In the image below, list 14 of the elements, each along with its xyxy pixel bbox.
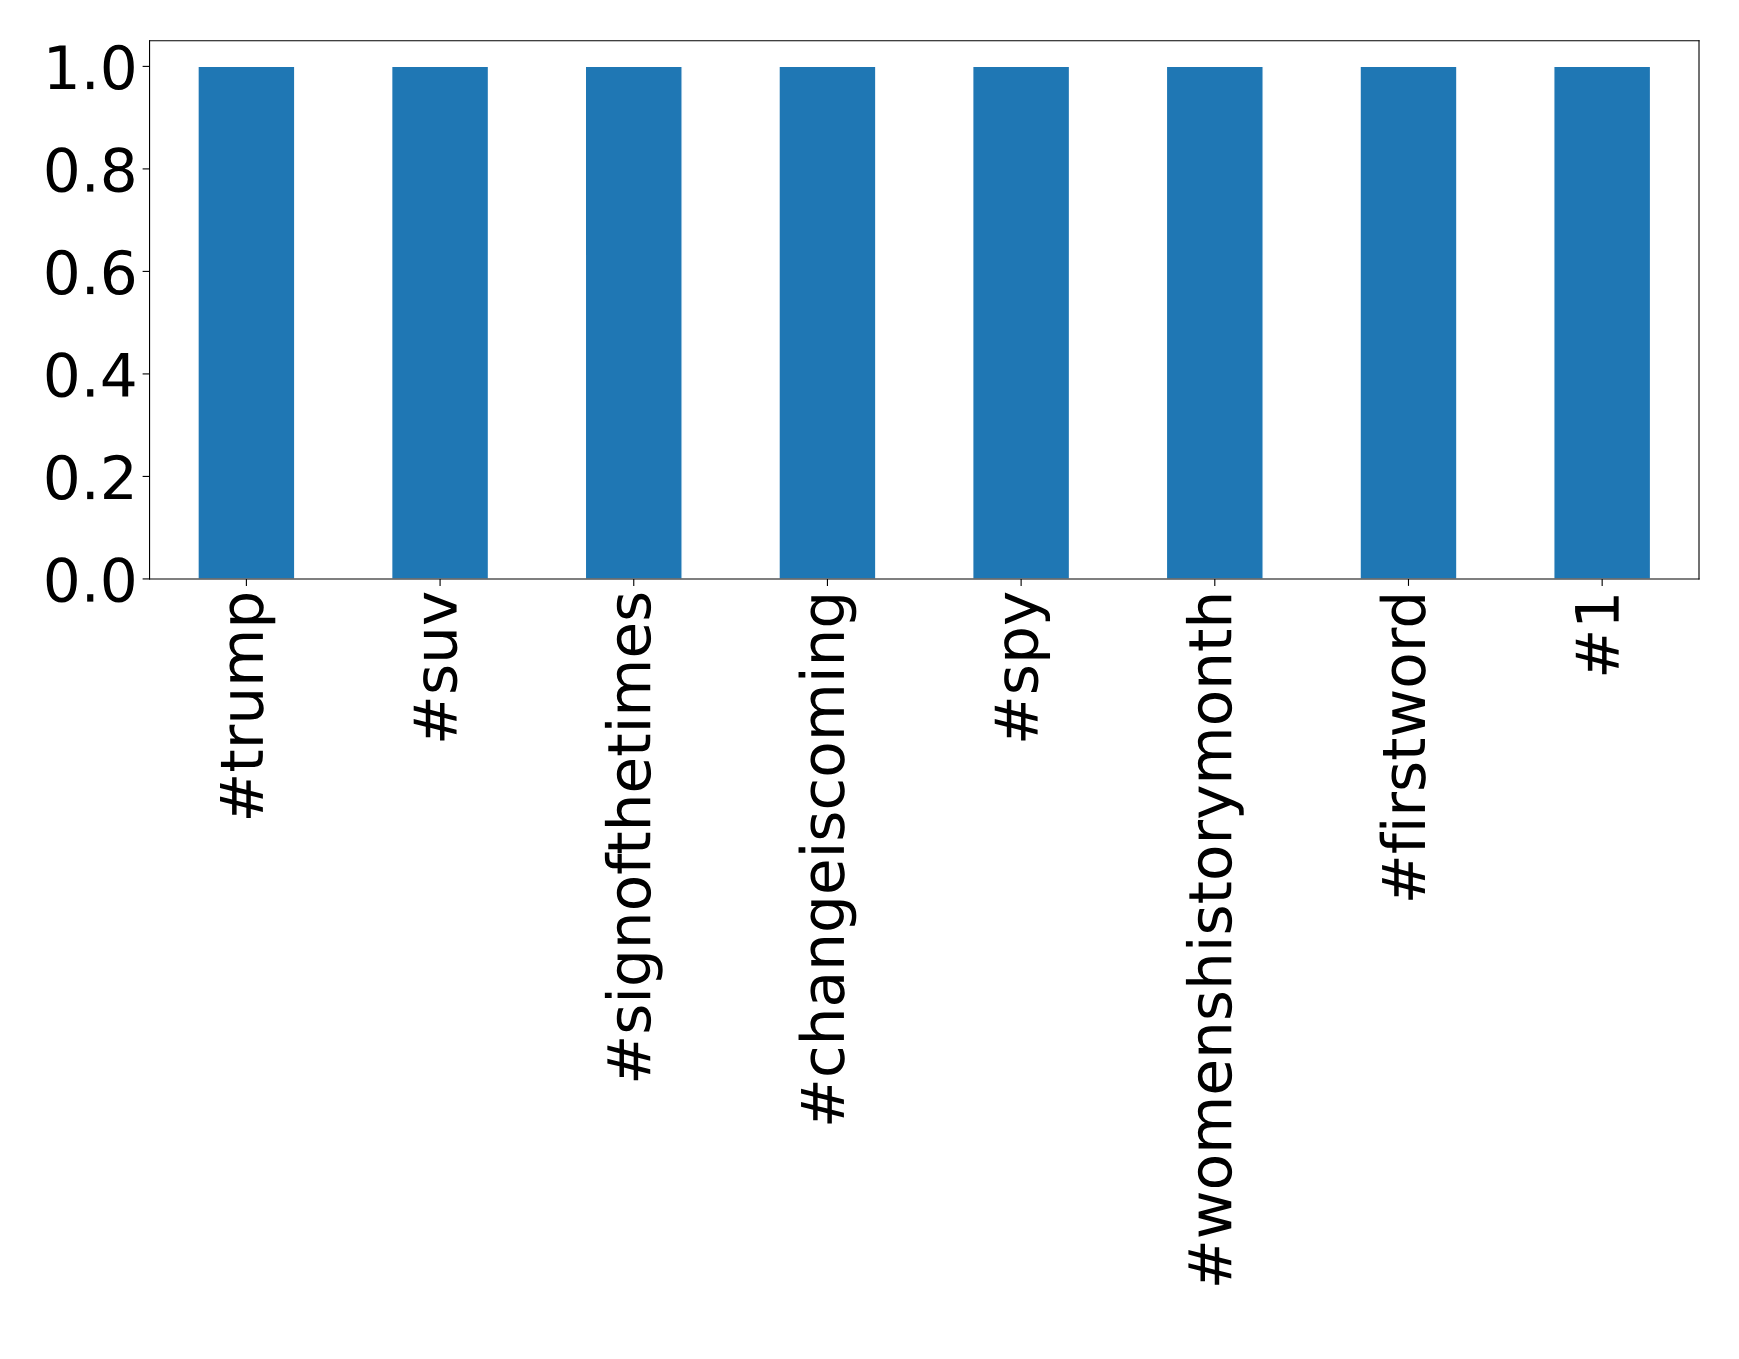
y-tick-label: 0.2 [46, 454, 132, 500]
x-tick-label: #firstword [1379, 596, 1426, 900]
y-tick-label: 0.6 [46, 249, 134, 295]
x-tick-label: #signofthetimes [604, 593, 663, 1081]
x-tick-label: #changeiscoming [798, 596, 857, 1124]
y-tick-label: 0.0 [46, 557, 134, 603]
x-tick-label: #womenshistorymonth [1185, 595, 1244, 1285]
x-tick-label: #trump [220, 594, 276, 819]
x-tick-label: #spy [994, 592, 1051, 741]
y-tick-label: 0.4 [46, 352, 135, 398]
x-tick-label: #1 [1575, 596, 1619, 675]
x-tick-label: #suv [413, 592, 458, 741]
y-tick-label: 1.0 [49, 44, 134, 90]
y-tick-label: 0.8 [46, 147, 134, 193]
